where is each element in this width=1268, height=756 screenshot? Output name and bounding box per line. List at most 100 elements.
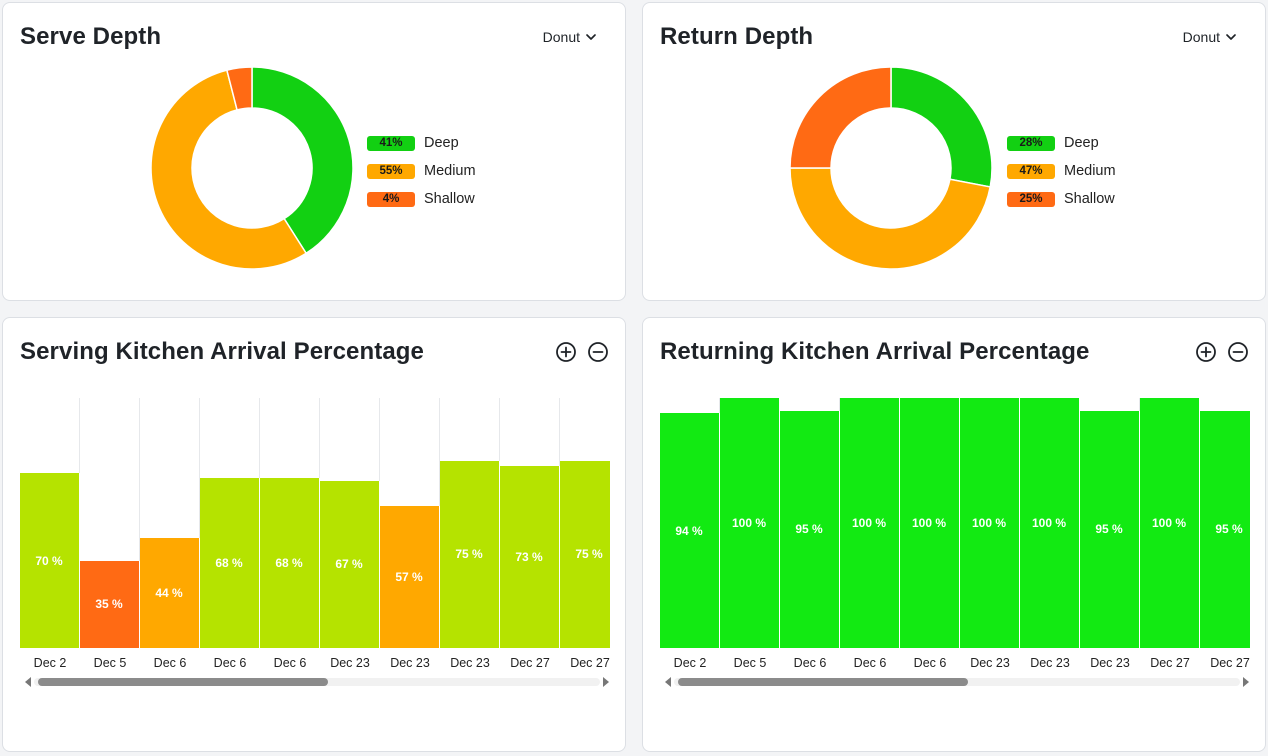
serving-kitchen-card: Serving Kitchen Arrival Percentage 70 % 3… [2, 317, 626, 752]
scroll-right-arrow-icon[interactable] [1243, 677, 1249, 687]
x-axis-tick-label: Dec 6 [793, 656, 827, 670]
returning-kitchen-scrollbar[interactable] [662, 675, 1252, 689]
donut-slice-shallow[interactable] [225, 66, 253, 111]
return-depth-chart-type-dropdown[interactable]: Donut [1183, 29, 1237, 45]
bar-value-label: 44 % [155, 586, 183, 600]
legend-item-medium[interactable]: 55% Medium [367, 157, 476, 185]
bar-value-label: 95 % [1215, 522, 1243, 537]
bar-value-label: 57 % [395, 569, 423, 584]
legend-value-badge: 25% [1007, 191, 1055, 207]
legend-value-badge: 41% [367, 135, 415, 151]
bar[interactable] [780, 410, 840, 648]
bar[interactable] [380, 505, 440, 648]
scroll-right-arrow-icon[interactable] [603, 677, 609, 687]
donut-slice-deep[interactable] [890, 66, 993, 188]
bar[interactable] [840, 398, 900, 648]
bar-value-label: 100 % [911, 516, 947, 530]
x-axis-tick-label: Dec 6 [213, 656, 247, 670]
bar-value-label: 68 % [275, 556, 303, 570]
legend-value-badge: 4% [367, 191, 415, 207]
donut-slice-medium[interactable] [789, 167, 992, 270]
bar[interactable] [660, 413, 720, 648]
scroll-left-arrow-icon[interactable] [665, 677, 671, 687]
returning-kitchen-zoom-controls [1195, 341, 1249, 363]
x-axis-tick-label: Dec 2 [673, 656, 707, 670]
scroll-left-arrow-icon[interactable] [25, 677, 31, 687]
bar[interactable] [440, 460, 500, 648]
scroll-thumb[interactable] [678, 678, 969, 686]
return-depth-title: Return Depth [660, 23, 814, 50]
returning-kitchen-title: Returning Kitchen Arrival Percentage [660, 338, 1090, 365]
bar[interactable] [560, 460, 610, 648]
legend-value-badge: 47% [1007, 163, 1055, 179]
bar[interactable] [720, 398, 780, 648]
donut-slice-deep[interactable] [251, 66, 354, 255]
donut-slice-medium[interactable] [150, 69, 308, 270]
x-axis-tick-label: Dec 6 [273, 656, 307, 670]
bar[interactable] [900, 398, 960, 648]
serving-kitchen-scrollbar[interactable] [22, 675, 612, 689]
legend-value-badge: 28% [1007, 135, 1055, 151]
returning-kitchen-bar-chart: 94 % 100 % 95 % 100 % 100 % 100 % 100 % 95 % 100… [660, 398, 1250, 648]
legend-label: Shallow [1064, 191, 1115, 207]
zoom-in-icon[interactable] [1195, 341, 1217, 363]
legend-item-deep[interactable]: 41% Deep [367, 129, 476, 157]
bar[interactable] [1020, 398, 1080, 648]
x-axis-tick-label: Dec 2 [33, 656, 67, 670]
bar-value-label: 75 % [455, 547, 483, 562]
legend-label: Shallow [424, 191, 475, 207]
bar-value-label: 100 % [1151, 516, 1187, 530]
serving-kitchen-title: Serving Kitchen Arrival Percentage [20, 338, 424, 365]
x-axis-tick-label: Dec 5 [733, 656, 767, 670]
bar-value-label: 95 % [1095, 522, 1123, 537]
bar[interactable] [1140, 398, 1200, 648]
bar-value-label: 100 % [1031, 516, 1067, 530]
bar-value-label: 100 % [971, 516, 1007, 530]
legend-label: Medium [424, 163, 476, 179]
x-axis-tick-label: Dec 27 [1150, 656, 1190, 670]
scroll-thumb[interactable] [38, 678, 329, 686]
bar-value-label: 68 % [215, 556, 243, 570]
bar[interactable] [80, 560, 140, 648]
legend-item-medium[interactable]: 47% Medium [1007, 157, 1116, 185]
serve-depth-card: Serve Depth Donut 41% Deep 55% Medium 4% Shal… [2, 2, 626, 301]
x-axis-tick-label: Dec 27 [1210, 656, 1250, 670]
bar-value-label: 95 % [795, 522, 823, 537]
serve-depth-legend: 41% Deep 55% Medium 4% Shallow [367, 129, 476, 213]
bar[interactable] [500, 465, 560, 648]
serve-depth-title: Serve Depth [20, 23, 162, 50]
x-axis-tick-label: Dec 5 [93, 656, 127, 670]
bar[interactable] [140, 538, 200, 648]
returning-kitchen-card: Returning Kitchen Arrival Percentage 94 … [642, 317, 1266, 752]
bar-value-label: 67 % [335, 557, 363, 572]
bar[interactable] [20, 473, 80, 648]
serve-depth-chart-type-dropdown[interactable]: Donut [543, 29, 597, 45]
x-axis-tick-label: Dec 6 [853, 656, 887, 670]
zoom-out-icon[interactable] [587, 341, 609, 363]
serve-depth-donut-chart [150, 66, 354, 270]
bar[interactable] [320, 480, 380, 648]
legend-label: Deep [1064, 135, 1099, 151]
x-axis-tick-label: Dec 23 [390, 656, 430, 670]
bar[interactable] [960, 398, 1020, 648]
legend-item-shallow[interactable]: 25% Shallow [1007, 185, 1116, 213]
donut-slice-shallow[interactable] [789, 66, 892, 169]
chevron-down-icon [1226, 34, 1236, 40]
bar[interactable] [260, 478, 320, 648]
bar-value-label: 73 % [515, 549, 543, 564]
bar-value-label: 75 % [575, 547, 603, 562]
legend-label: Deep [424, 135, 459, 151]
legend-item-shallow[interactable]: 4% Shallow [367, 185, 476, 213]
bar-value-label: 70 % [35, 553, 63, 568]
zoom-out-icon[interactable] [1227, 341, 1249, 363]
return-depth-legend: 28% Deep 47% Medium 25% Shallow [1007, 129, 1116, 213]
bar[interactable] [1200, 410, 1250, 648]
dropdown-label: Donut [542, 29, 580, 45]
bar-value-label: 35 % [95, 597, 123, 612]
legend-item-deep[interactable]: 28% Deep [1007, 129, 1116, 157]
bar[interactable] [200, 478, 260, 648]
x-axis-tick-label: Dec 27 [510, 656, 550, 670]
zoom-in-icon[interactable] [555, 341, 577, 363]
bar[interactable] [1080, 410, 1140, 648]
return-depth-donut-chart [789, 66, 993, 270]
